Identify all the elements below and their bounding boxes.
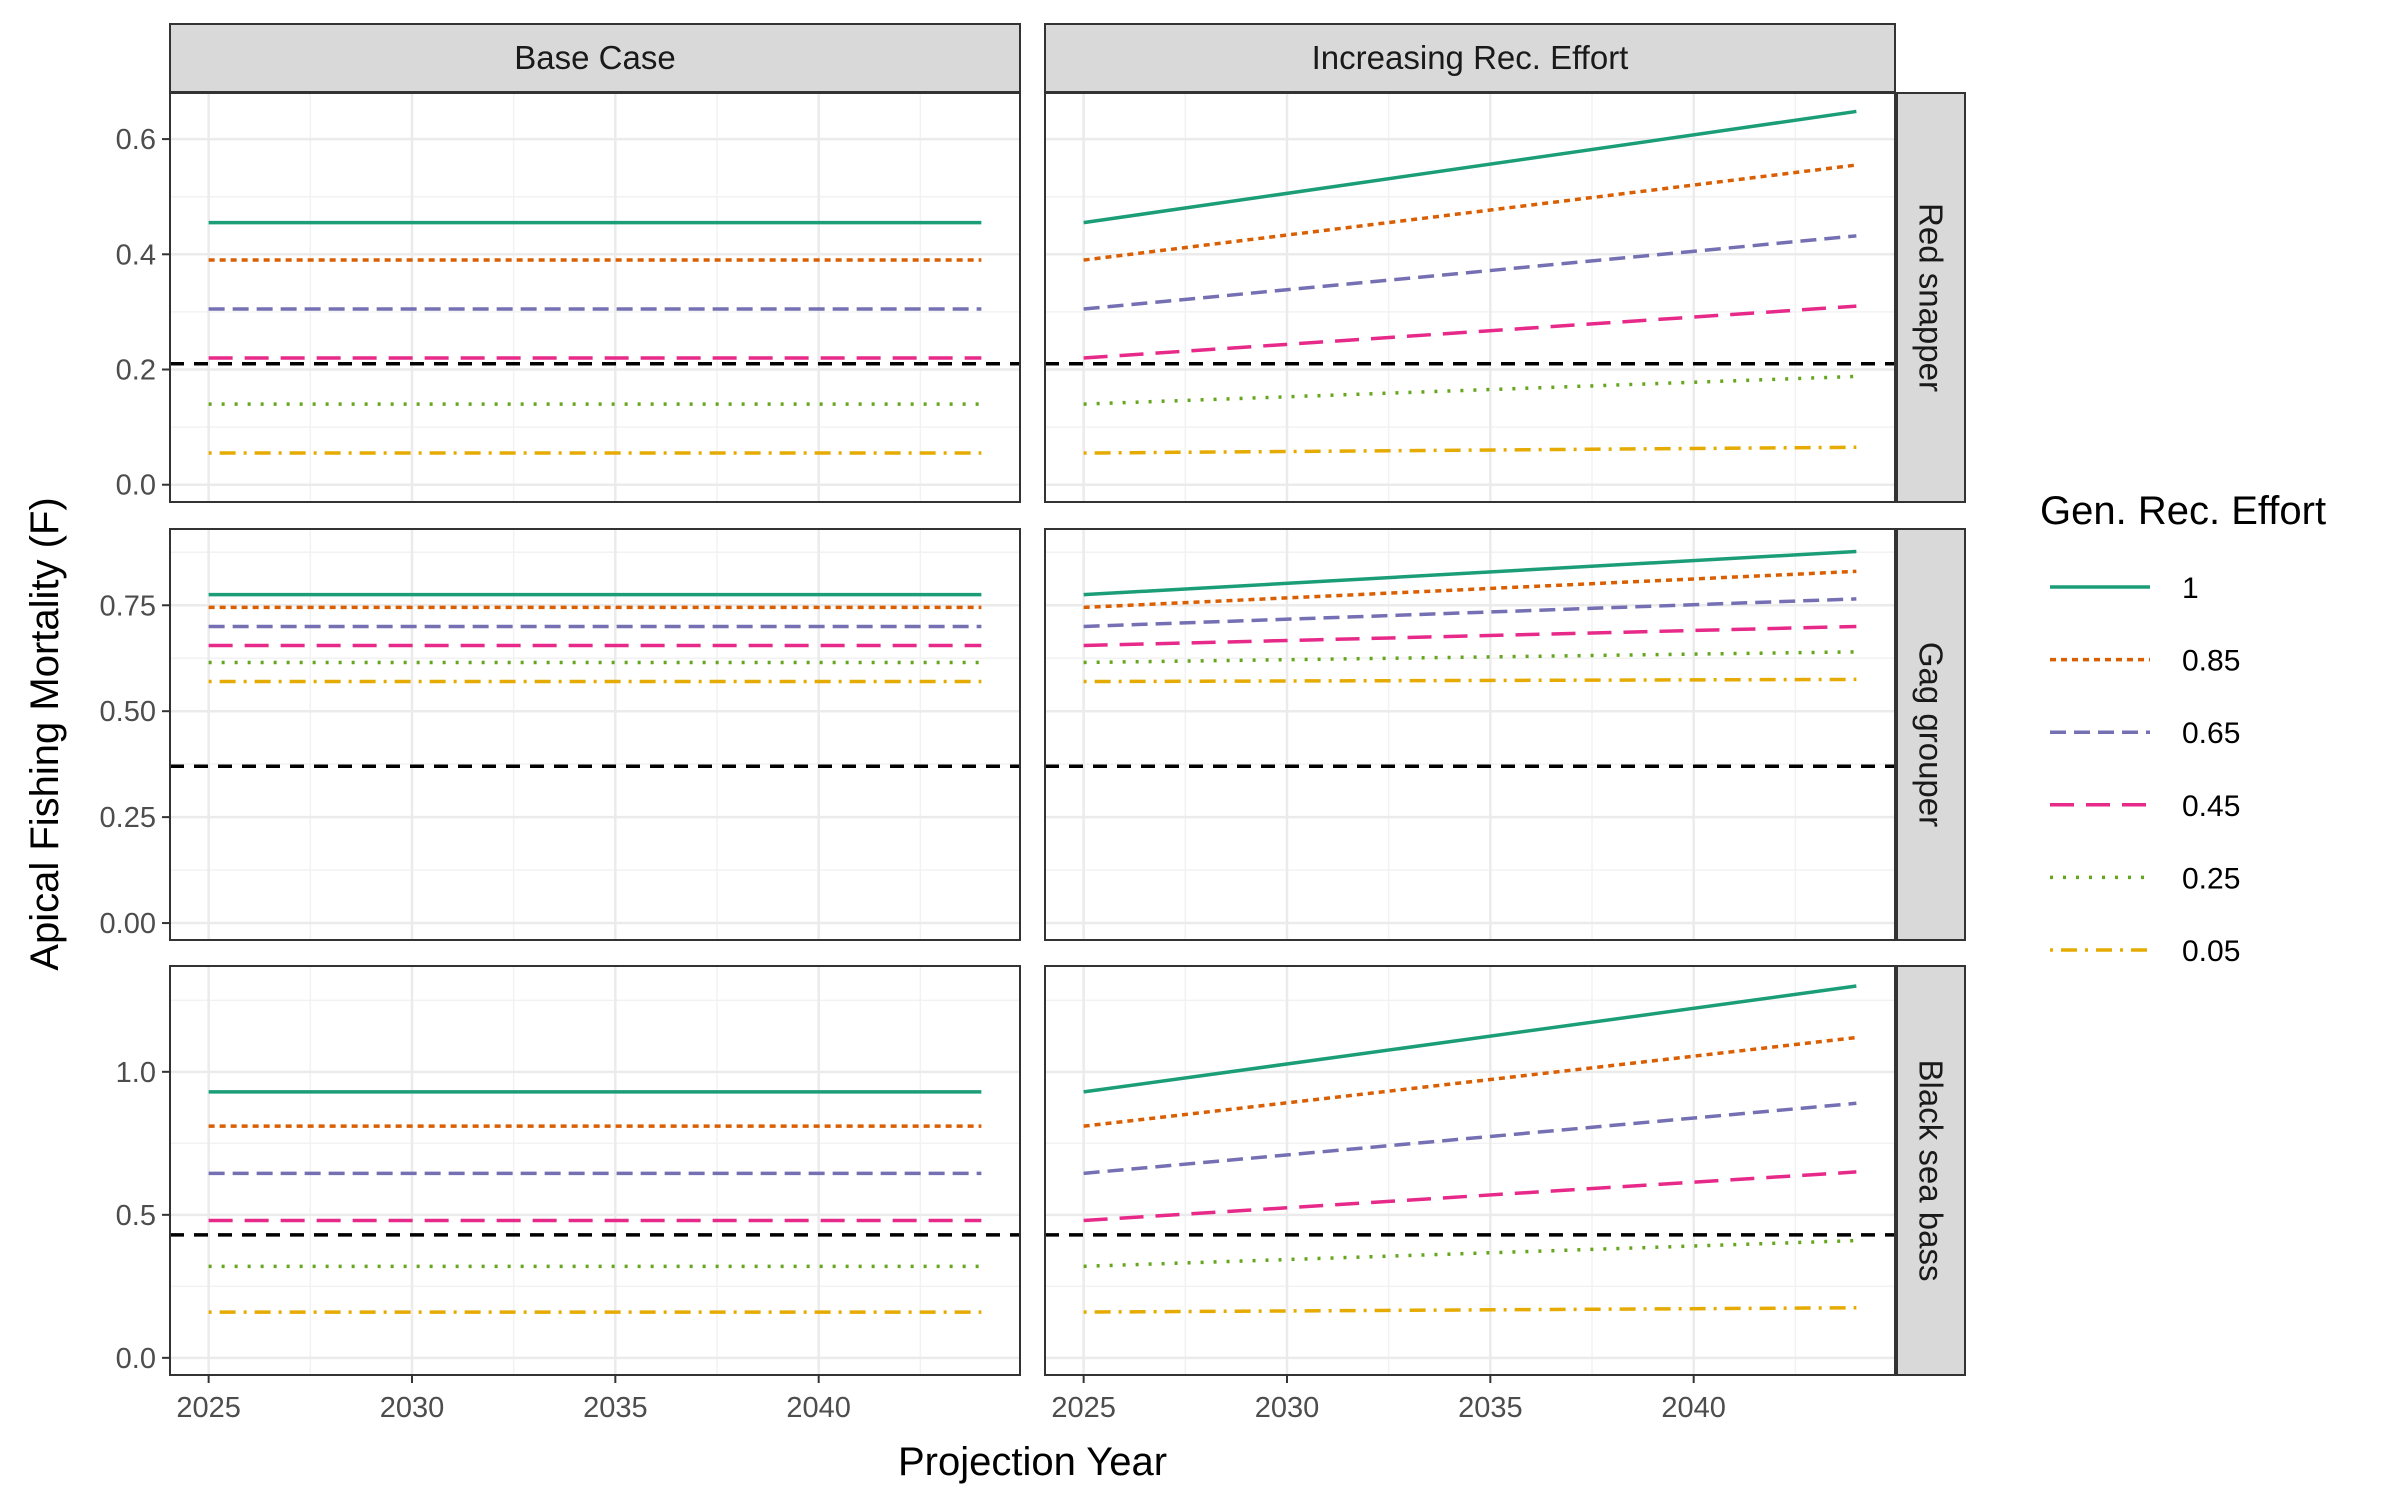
row-strip xyxy=(1896,528,1966,941)
column-strip-label: Base Case xyxy=(514,39,675,76)
x-tick-label: 2040 xyxy=(1661,1392,1726,1424)
panel-background xyxy=(1045,93,1895,502)
y-tick-label: 0.25 xyxy=(100,802,156,834)
column-strip xyxy=(1044,23,1896,93)
x-tick-label: 2035 xyxy=(1458,1392,1523,1424)
panel-border xyxy=(169,92,1021,503)
y-tick-label: 0.4 xyxy=(116,239,156,271)
x-tick-label: 2030 xyxy=(1255,1392,1320,1424)
row-strip-label: Gag grouper xyxy=(1913,642,1950,827)
x-axis-title: Projection Year xyxy=(898,1440,1167,1484)
y-tick-label: 0.00 xyxy=(100,908,156,940)
y-axis-title: Apical Fishing Mortality (F) xyxy=(23,497,67,970)
legend-label: 0.25 xyxy=(2182,862,2240,895)
y-tick-label: 0.5 xyxy=(116,1200,156,1232)
series-line-0-85 xyxy=(1083,569,1857,610)
legend-title: Gen. Rec. Effort xyxy=(2040,489,2326,533)
facet-panel: 0.0 0.5 1.0 2025 2030 2035 2040 xyxy=(116,965,1021,1424)
series-line-0-05 xyxy=(1083,1306,1857,1314)
panel-border xyxy=(169,965,1021,1376)
panel-background xyxy=(170,966,1020,1375)
legend-label: 0.65 xyxy=(2182,717,2240,750)
series-line-0-45 xyxy=(1083,304,1857,360)
y-tick-label: 0.0 xyxy=(116,1343,156,1375)
panel-border xyxy=(169,528,1021,941)
facet-panel xyxy=(1044,528,1896,941)
panel-background xyxy=(1045,529,1895,940)
series-line-1 xyxy=(1083,984,1857,1094)
series-line-0-65 xyxy=(1083,234,1857,311)
facet-panel: 2025 2030 2035 2040 xyxy=(1044,965,1896,1424)
panel-border xyxy=(1044,92,1896,503)
x-tick-label: 2025 xyxy=(1051,1392,1116,1424)
column-strip xyxy=(169,23,1021,93)
series-line-0-65 xyxy=(1083,597,1857,629)
panel-background xyxy=(170,93,1020,502)
series-line-0-45 xyxy=(1083,1170,1857,1223)
panel-background xyxy=(170,529,1020,940)
x-tick-label: 2040 xyxy=(786,1392,851,1424)
facet-panel: 0.0 0.2 0.4 0.6 xyxy=(116,92,1021,503)
y-tick-label: 1.0 xyxy=(116,1057,156,1089)
row-strip-label: Black sea bass xyxy=(1913,1060,1950,1282)
x-tick-label: 2025 xyxy=(176,1392,241,1424)
y-tick-label: 0.50 xyxy=(100,696,156,728)
x-tick-label: 2030 xyxy=(380,1392,445,1424)
series-line-0-85 xyxy=(1083,163,1857,262)
panel-border xyxy=(1044,965,1896,1376)
series-line-0-05 xyxy=(1083,445,1857,455)
legend-label: 0.45 xyxy=(2182,790,2240,823)
y-tick-label: 0.0 xyxy=(116,470,156,502)
y-tick-label: 0.75 xyxy=(100,590,156,622)
series-line-0-05 xyxy=(1083,677,1857,684)
series-line-0-85 xyxy=(1083,1035,1857,1128)
facet-panel: 0.00 0.25 0.50 0.75 xyxy=(100,528,1021,941)
facet-panel xyxy=(1044,92,1896,503)
legend-label: 1 xyxy=(2182,572,2199,605)
row-strip xyxy=(1896,965,1966,1376)
series-line-1 xyxy=(1083,109,1857,225)
row-strip-label: Red snapper xyxy=(1913,203,1950,392)
panel-border xyxy=(1044,528,1896,941)
y-tick-label: 0.2 xyxy=(116,355,156,387)
x-tick-label: 2035 xyxy=(583,1392,648,1424)
legend-label: 0.85 xyxy=(2182,645,2240,678)
panel-background xyxy=(1045,966,1895,1375)
series-line-0-45 xyxy=(1083,624,1857,648)
y-tick-label: 0.6 xyxy=(116,124,156,156)
legend-label: 0.05 xyxy=(2182,935,2240,968)
series-line-0-65 xyxy=(1083,1101,1857,1176)
column-strip-label: Increasing Rec. Effort xyxy=(1312,39,1629,76)
series-line-1 xyxy=(1083,549,1857,597)
legend: Gen. Rec. Effort 1 0.85 0.65 0.45 0.25 0.05 xyxy=(2040,489,2326,968)
row-strip xyxy=(1896,92,1966,503)
